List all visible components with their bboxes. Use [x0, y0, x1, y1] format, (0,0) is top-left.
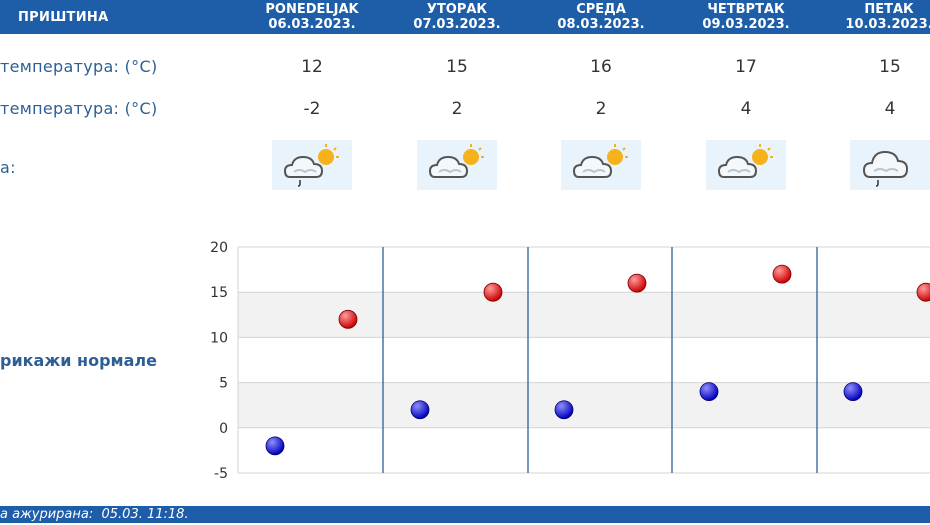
- day-header-3: СРЕДА 08.03.2023.: [551, 2, 651, 32]
- updated-label: а ажурирана:: [0, 507, 94, 522]
- day-header-5: ПЕТАК 10.03.2023.: [839, 2, 930, 32]
- weather-label: а:: [0, 158, 16, 177]
- day-date: 08.03.2023.: [557, 17, 645, 32]
- max-temp-value: 16: [590, 57, 612, 77]
- min-temp-point[interactable]: [699, 382, 719, 402]
- max-temp-value: 15: [879, 57, 901, 77]
- day-dividers: [382, 247, 818, 473]
- day-date: 07.03.2023.: [413, 17, 501, 32]
- min-temp-value: 2: [595, 99, 607, 119]
- min-temp-point[interactable]: [410, 400, 430, 420]
- updated-value: 05.03. 11:18.: [101, 507, 189, 522]
- max-temp-label: температура: (°C): [0, 57, 158, 76]
- day-date: 06.03.2023.: [268, 17, 356, 32]
- show-normals-link[interactable]: рикажи нормале: [0, 351, 157, 370]
- temperature-chart: 20 15 10 5 0 -5: [210, 240, 930, 482]
- min-temp-point[interactable]: [843, 382, 863, 402]
- min-temp-label: температура: (°C): [0, 99, 158, 118]
- y-tick-label: -5: [214, 466, 228, 482]
- min-temp-point[interactable]: [554, 400, 574, 420]
- max-temp-value: 12: [301, 57, 323, 77]
- day-name: PONEDELJAK: [265, 2, 359, 17]
- cloud-sun-rain-icon: [272, 140, 352, 190]
- y-tick-label: 10: [210, 330, 228, 346]
- last-updated-bar: а ажурирана: 05.03. 11:18.: [0, 506, 930, 523]
- y-tick-label: 0: [219, 421, 228, 437]
- max-temp-point[interactable]: [338, 309, 358, 329]
- chart-points: [265, 264, 930, 456]
- day-header-1: PONEDELJAK 06.03.2023.: [262, 2, 362, 32]
- max-temp-value: 17: [735, 57, 757, 77]
- max-temp-point[interactable]: [772, 264, 792, 284]
- min-temp-value: 2: [451, 99, 463, 119]
- day-name: СРЕДА: [576, 2, 626, 17]
- y-tick-label: 15: [210, 285, 228, 301]
- min-temp-value: -2: [303, 99, 321, 119]
- day-name: ПЕТАК: [864, 2, 914, 17]
- max-temp-point[interactable]: [627, 273, 647, 293]
- max-temp-point[interactable]: [483, 282, 503, 302]
- cloud-sun-icon: [706, 140, 786, 190]
- min-temp-point[interactable]: [265, 436, 285, 456]
- min-temp-value: 4: [740, 99, 752, 119]
- min-temp-value: 4: [884, 99, 896, 119]
- day-date: 10.03.2023.: [845, 17, 930, 32]
- cloud-sun-icon: [561, 140, 641, 190]
- max-temp-value: 15: [446, 57, 468, 77]
- forecast-header: ПРИШТИНА PONEDELJAK 06.03.2023. УТОРАК 0…: [0, 0, 930, 34]
- cloud-rain-icon: [850, 140, 930, 190]
- chart-gridlines: [237, 246, 930, 474]
- y-tick-label: 5: [219, 376, 228, 392]
- day-header-4: ЧЕТВРТАК 09.03.2023.: [696, 2, 796, 32]
- day-header-2: УТОРАК 07.03.2023.: [407, 2, 507, 32]
- y-tick-label: 20: [210, 240, 228, 256]
- day-date: 09.03.2023.: [702, 17, 790, 32]
- max-temp-point[interactable]: [916, 282, 930, 302]
- city-name: ПРИШТИНА: [18, 10, 109, 25]
- y-axis-ticks: 20 15 10 5 0 -5: [210, 240, 228, 482]
- cloud-sun-icon: [417, 140, 497, 190]
- chart-band: [238, 382, 930, 428]
- day-name: УТОРАК: [426, 2, 488, 17]
- day-name: ЧЕТВРТАК: [707, 2, 785, 17]
